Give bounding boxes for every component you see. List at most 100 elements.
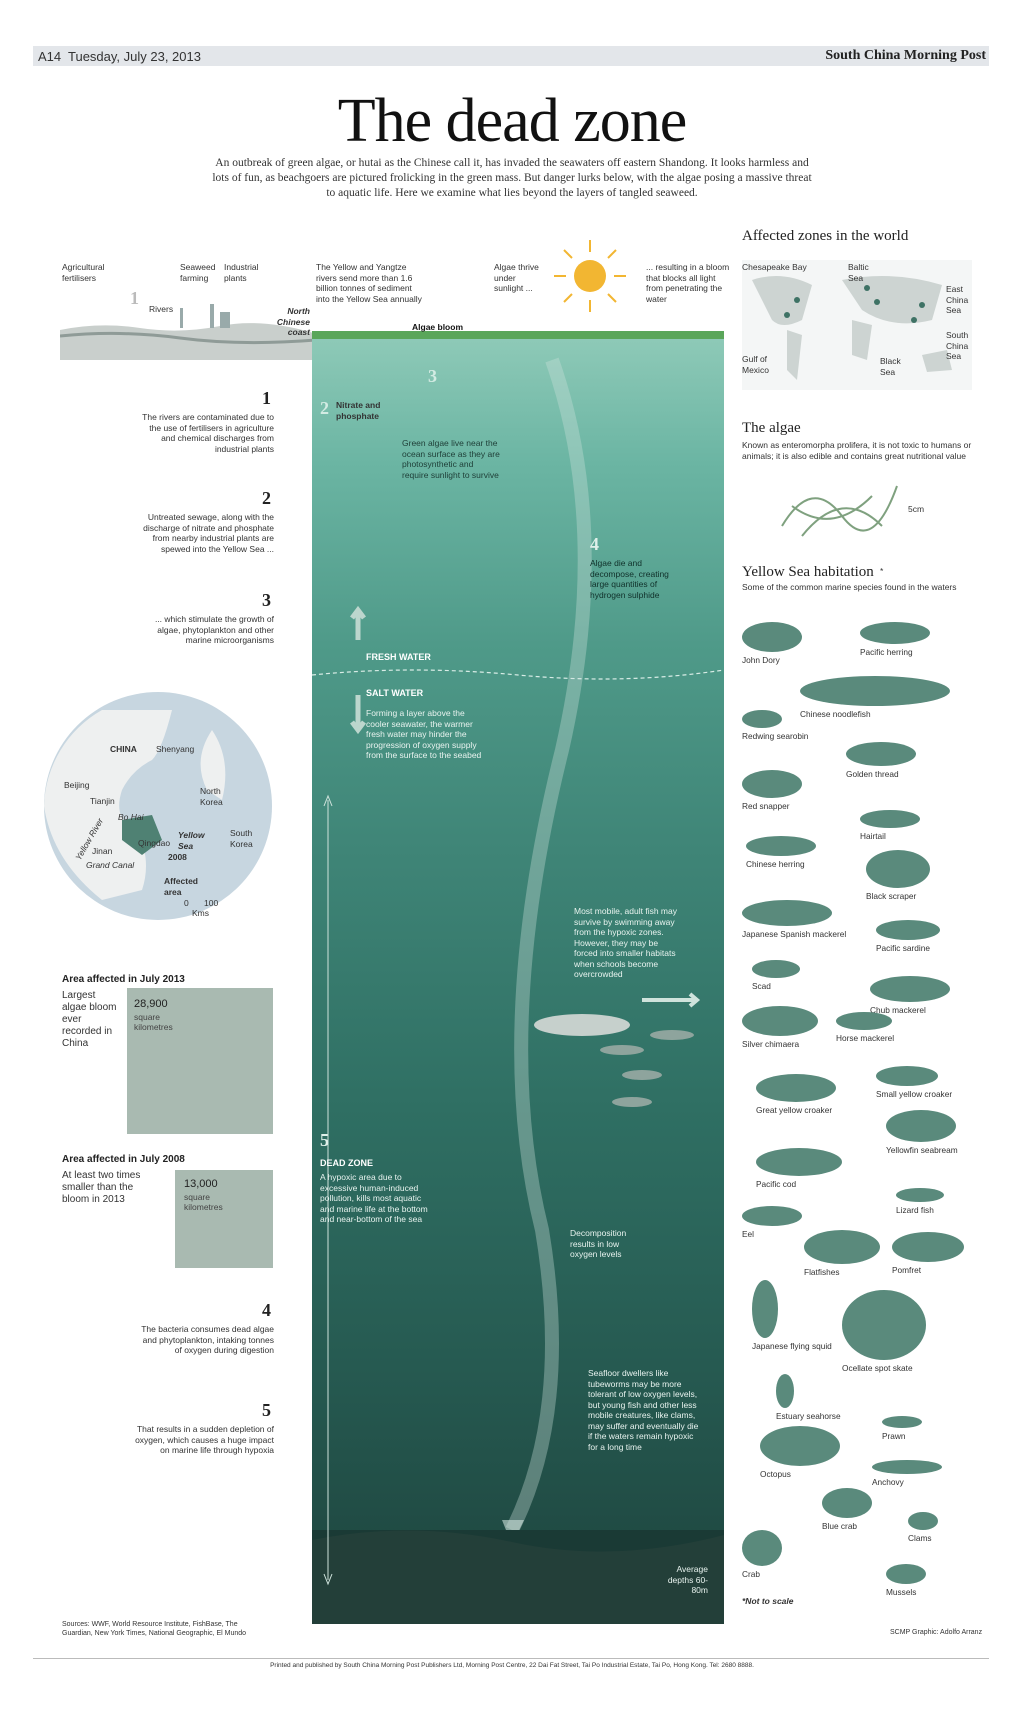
step-text-2: Untreated sewage, along with the dischar… [143,512,274,554]
fish-survival-text: Most mobile, adult fish may survive by s… [574,906,677,979]
printed-text: Printed and published by South China Mor… [270,1662,754,1669]
species-label: Pacific sardine [876,943,930,953]
species-label: Mussels [886,1587,917,1597]
species-label: Scad [752,981,771,991]
green-algae-text: Green algae live near the ocean surface … [402,438,500,480]
salt-water-label: SALT WATER [366,688,424,698]
bloom-text: ... resulting in a bloom that blocks all… [646,262,730,304]
world-label-chesapeake: Chesapeake Bay [742,262,807,272]
step-text-4: The bacteria consumes dead algae and phy… [141,1324,274,1355]
species-icon [876,1066,938,1086]
species-icon [892,1232,964,1262]
map-beijing: Beijing [64,780,90,790]
species-icon [822,1488,872,1518]
species-label: Chub mackerel [870,1005,926,1015]
species-icon [908,1512,938,1530]
area-2013-box [127,988,273,1134]
step-number-2: 2 [262,488,271,508]
species-icon [876,920,940,940]
species-label: John Dory [742,655,780,665]
species-icon [756,1148,842,1176]
species-label: Red snapper [742,801,790,811]
species-icon [752,1280,778,1338]
species-label: Redwing searobin [742,731,809,741]
map-yellow-sea: Yellow Sea [178,830,205,851]
map-affected-area: Affected area [164,876,199,897]
species-icon [746,836,816,856]
date: Tuesday, July 23, 2013 [68,49,201,64]
species-label: Chinese herring [746,859,805,869]
species-label: Flatfishes [804,1267,840,1277]
species-label: Octopus [760,1469,791,1479]
nitrate-label: Nitrate and phosphate [336,400,381,421]
step-number-5: 5 [262,1400,271,1420]
map-qingdao: Qingdao [138,838,171,848]
masthead: South China Morning Post [825,48,986,63]
species-label: Hairtail [860,831,886,841]
species-label: Clams [908,1533,932,1543]
coast-illustration [60,304,316,360]
species-label: Golden thread [846,769,899,779]
species-label: Pacific cod [756,1179,797,1189]
map-shenyang: Shenyang [156,744,195,754]
map-bohai: Bo Hai [118,812,144,822]
species-icon [886,1110,956,1142]
species-icon [870,976,950,1002]
area-2013-unit: square kilometres [134,1012,173,1032]
world-map [742,260,972,390]
world-label-gulf-mexico: Gulf of Mexico [742,354,769,375]
sea-number-4: 4 [590,534,599,554]
algae-thrive-text: Algae thrive under sunlight ... [494,262,539,293]
layer-text: Forming a layer above the cooler seawate… [366,708,482,760]
species-icon [866,850,930,888]
sea-number-2: 2 [320,398,329,418]
species-icon [886,1564,926,1584]
intro-text: An outbreak of green algae, or hutai as … [212,157,812,199]
species-label: Yellowfin seabream [886,1145,958,1155]
species-icon [742,770,802,798]
species-label: Eel [742,1229,754,1239]
sources-text: Sources: WWF, World Resource Institute, … [62,1621,247,1637]
sun-icon [554,240,626,312]
seafloor-text: Seafloor dwellers like tubeworms may be … [588,1368,699,1452]
label-agri: Agricultural fertilisers [62,262,105,283]
species-icon [842,1290,926,1360]
area-2008-box [175,1170,273,1268]
scale-note: *Not to scale [742,1596,794,1606]
species-icon [742,1006,818,1036]
dead-zone-label: DEAD ZONE [320,1158,374,1168]
species-label: Japanese Spanish mackerel [742,929,847,939]
step-number-3: 3 [262,590,271,610]
species-label: Lizard fish [896,1205,934,1215]
step-number-1: 1 [262,388,271,408]
area-2008-title: Area affected in July 2008 [62,1154,185,1165]
step-text-3: ... which stimulate the growth of algae,… [154,614,274,645]
rivers-sediment-text: The Yellow and Yangtze rivers send more … [316,262,422,304]
species-icon [872,1460,942,1474]
species-label: Prawn [882,1431,906,1441]
depth-text: Average depths 60-80m [667,1564,708,1595]
species-label: Pomfret [892,1265,922,1275]
step-number-4: 4 [262,1300,271,1320]
page-title: The dead zone [337,87,687,155]
species-label: Small yellow croaker [876,1089,953,1099]
map-scale-0: 0 [184,898,189,908]
species-icon [800,676,950,706]
map-grand-canal: Grand Canal [86,860,135,870]
label-seaweed: Seaweed farming [180,262,216,283]
species-icon [742,1206,802,1226]
map-scale-100: 100 [204,898,219,908]
algae-bloom-layer [312,331,724,339]
species-icon [846,742,916,766]
sea-number-5: 5 [320,1130,329,1150]
step-text-1: The rivers are contaminated due to the u… [142,412,274,454]
species-icon [776,1374,794,1408]
species-icon [760,1426,840,1466]
sea-number-3: 3 [428,366,437,386]
map-jinan: Jinan [92,846,113,856]
regional-map [44,692,272,920]
species-icon [742,710,782,728]
step-text-5: That results in a sudden depletion of ox… [135,1424,274,1455]
area-2008-value: 13,000 [184,1178,218,1190]
world-label-black-sea: Black Sea [880,356,901,377]
